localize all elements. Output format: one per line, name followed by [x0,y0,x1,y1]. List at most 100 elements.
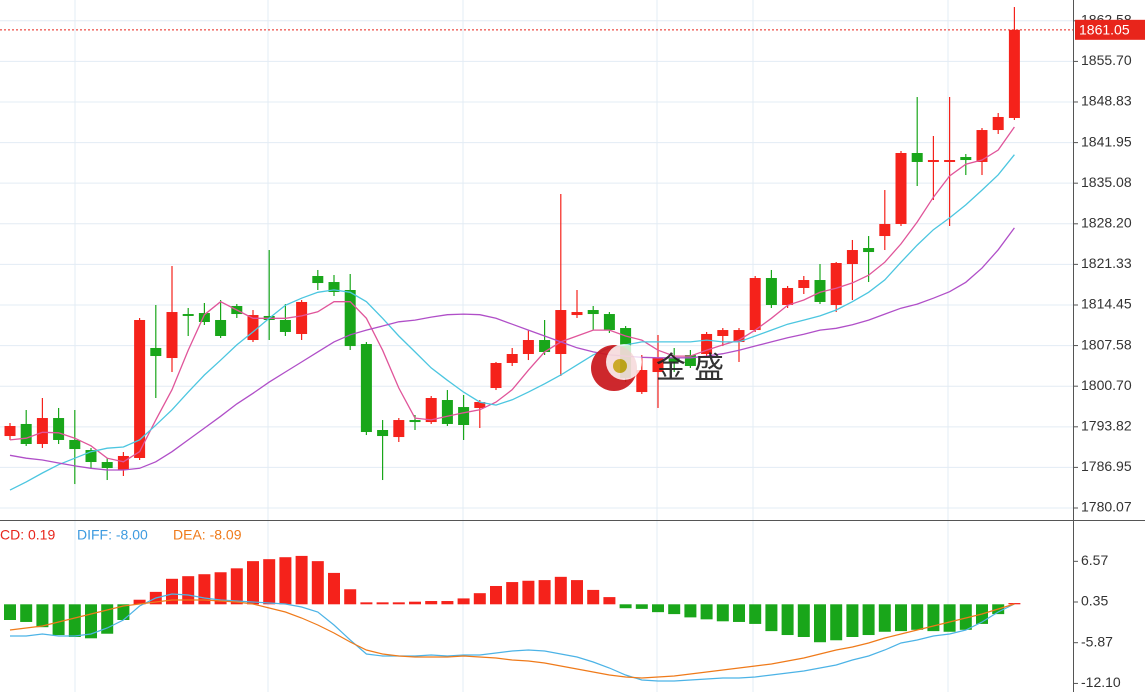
y-tick-label: 1780.07 [1081,499,1132,515]
histogram-bar [198,574,211,605]
candle-body [782,287,794,305]
histogram-bar [490,585,502,605]
y-tick-label: 1835.08 [1081,174,1132,190]
candle-body [377,430,389,437]
candle-body [668,358,680,362]
histogram-bar [360,602,373,605]
histogram-bar [587,589,600,605]
histogram-bar [700,604,713,620]
y-tick-label: 1855.70 [1081,52,1132,68]
candle-body [215,319,227,336]
histogram-bar [166,578,178,605]
candle-body [717,330,729,336]
candle-body [458,407,470,425]
candle-body [101,462,113,469]
candle-body [830,263,842,305]
candle-body [701,333,713,355]
histogram-bar [133,599,146,605]
candle-body [425,398,437,423]
y-tick-label: 0.35 [1081,593,1108,609]
candle-body [312,276,324,284]
histogram-bar [781,604,794,636]
histogram-bar [684,604,697,618]
last-price-box [1075,19,1145,40]
candle-body [506,354,518,363]
candle-body [296,301,308,334]
candle-body [684,355,696,366]
candle-body [765,278,777,305]
histogram-bar [895,604,907,632]
candle-body [879,223,891,237]
histogram-bar [878,604,891,632]
y-tick-label: -12.10 [1081,674,1121,690]
histogram-bar [846,604,859,637]
candle-body [976,130,988,162]
histogram-bar [862,604,875,636]
y-tick-label: 1786.95 [1081,458,1132,474]
candle-body [85,450,97,463]
candle-body [571,312,583,316]
candle-body [798,280,810,288]
histogram-bar [749,604,762,624]
y-tick-label: 1807.58 [1081,336,1132,352]
candle-body [846,250,858,265]
candle-body [555,310,567,355]
histogram-bar [943,604,956,632]
candle-body [134,319,146,458]
candle-body [814,280,826,302]
y-tick-label: 6.57 [1081,552,1108,568]
histogram-bar [765,604,778,632]
candle-body [474,402,486,408]
y-tick-label: 1841.95 [1081,133,1132,149]
candle-body [733,330,745,343]
histogram-bar [716,604,729,622]
histogram-bar [668,604,681,615]
plot: 1862.581855.701848.831841.951835.081828.… [0,7,1145,690]
candle-body [944,160,956,162]
histogram-bar [441,601,454,605]
histogram-bar [182,576,195,605]
legend-entry: DEA: -8.09 [173,527,242,543]
histogram-bar [311,561,324,605]
candle-body [344,289,356,347]
y-tick-label: 1800.70 [1081,377,1132,393]
candle-body [36,418,48,445]
last-price-label: 1861.05 [1079,22,1130,38]
candle-body [490,362,502,389]
histogram-bar [409,601,421,605]
histogram-bar [797,604,810,637]
histogram-bar [263,559,276,605]
candle-body [198,313,210,323]
histogram-bar [457,598,470,605]
candle-body [960,157,972,161]
histogram-bar [20,604,33,622]
candle-body [652,358,664,373]
legend-entry: DIFF: -8.00 [77,527,148,543]
candle-body [636,370,648,393]
candle-body [182,314,194,316]
histogram-bar [230,568,243,605]
line-series [9,227,1015,471]
line-series [10,593,1015,682]
histogram-bar [830,604,843,641]
histogram-bar [52,604,65,636]
histogram-bar [538,580,551,605]
candle-body [20,423,32,445]
histogram-bar [425,601,438,605]
candle-body [927,160,939,162]
histogram-bar [733,604,745,622]
candle-body [863,248,875,253]
histogram-bar [571,580,583,605]
candle-body [911,153,923,162]
y-tick-label: 1814.45 [1081,296,1132,312]
histogram-bar [117,604,130,620]
histogram-bar [473,593,486,605]
histogram-bar [652,604,664,613]
histogram-bar [4,604,16,620]
watermark-text: 金 盛 [656,352,724,385]
candle-body [603,314,615,331]
histogram-bar [247,561,259,605]
histogram-bar [328,572,340,605]
histogram-bar [619,604,632,609]
